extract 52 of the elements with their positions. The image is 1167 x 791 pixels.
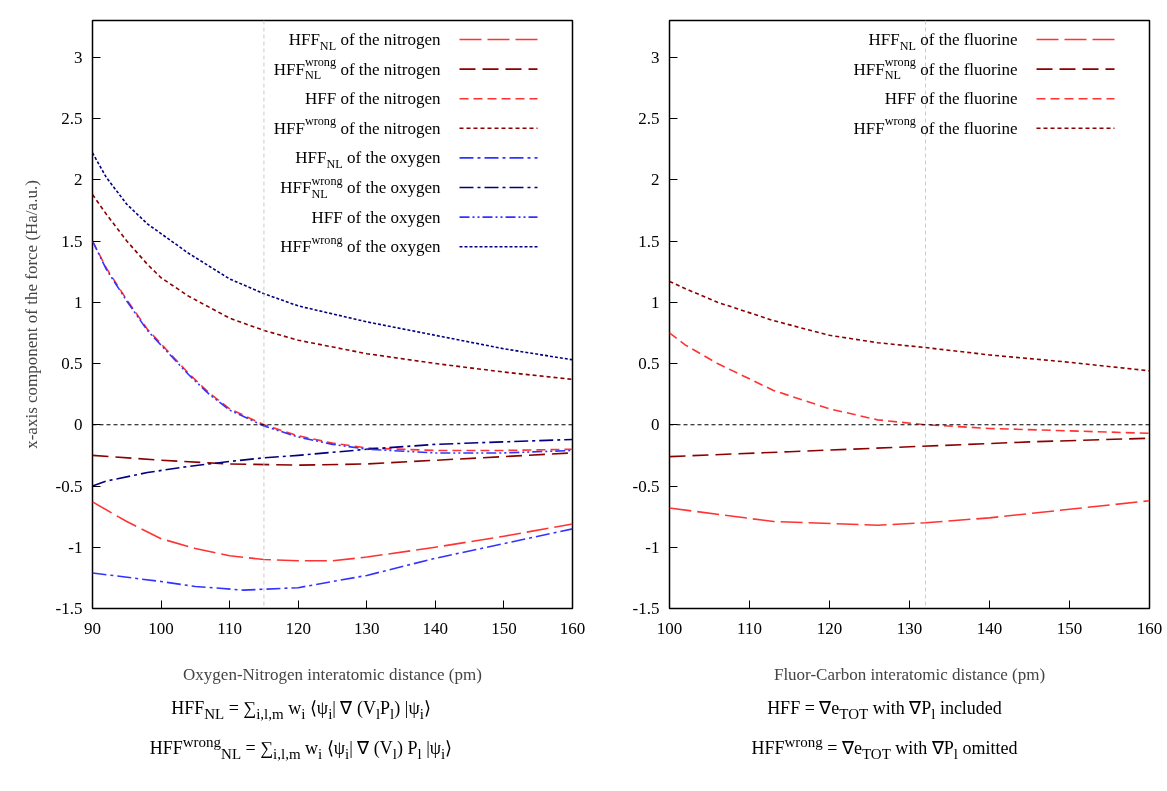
y-tick-label: -0.5 bbox=[632, 476, 660, 496]
x-tick-label: 120 bbox=[285, 618, 311, 638]
y-tick-label: 0.5 bbox=[638, 354, 660, 373]
text: HFF$^{wrong}$$_{NL}$ = ∑$_{i,l,m}$ w$_{i}$ ⟨ψ$_{i}$| ∇ (V$_{l}$) P$_{l}$ |ψ$_{i}$⟩ bbox=[149, 734, 453, 762]
x-tick-label: 100 bbox=[656, 618, 683, 638]
y-tick-label: -1 bbox=[645, 537, 660, 557]
legend-label: HFF of the oxygen bbox=[311, 207, 441, 227]
text: HFF$_{NL}$ = ∑$_{i,l,m}$ w$_{i}$ ⟨ψ$_{i}$| ∇ (V$_{l}$P$_{l}$) |ψ$_{i}$⟩ bbox=[171, 698, 431, 722]
text: HFF$^{wrong}$ = ∇e$_{TOT}$ with ∇P$_{l}$ omitted bbox=[751, 734, 1018, 762]
line-series bbox=[669, 332, 1150, 435]
line-series bbox=[669, 280, 1150, 372]
legend-label: HFF of the fluorine bbox=[884, 89, 1018, 109]
line-series bbox=[669, 499, 1150, 526]
line-series bbox=[92, 528, 573, 591]
x-tick-label: 130 bbox=[896, 618, 923, 638]
y-tick-label: -1.5 bbox=[55, 599, 83, 618]
y-tick-label: 1 bbox=[651, 292, 660, 312]
y-tick-label: -1 bbox=[68, 537, 83, 557]
y-tick-label: 0.5 bbox=[61, 354, 83, 373]
line-series bbox=[92, 438, 573, 487]
x-tick-label: 110 bbox=[737, 618, 762, 638]
x-tick-label: 110 bbox=[217, 618, 243, 638]
y-tick-label: 0 bbox=[74, 415, 83, 435]
y-tick-label: 1.5 bbox=[638, 231, 660, 251]
x-tick-label: 140 bbox=[422, 618, 449, 638]
y-tick-label: -1.5 bbox=[632, 599, 660, 618]
y-tick-label: 0 bbox=[651, 415, 660, 435]
x-axis-title: Fluor-Carbon interatomic distance (pm) bbox=[773, 664, 1046, 684]
x-tick-label: 90 bbox=[84, 618, 101, 638]
x-tick-label: 160 bbox=[1136, 618, 1163, 638]
y-tick-label: 3 bbox=[651, 47, 660, 67]
y-tick-label: -0.5 bbox=[55, 476, 83, 496]
y-tick-label: 2.5 bbox=[61, 109, 83, 128]
x-tick-label: 140 bbox=[976, 618, 1003, 638]
x-tick-label: 150 bbox=[491, 618, 517, 638]
x-tick-label: 100 bbox=[148, 618, 174, 638]
text: HFF = ∇e$_{TOT}$ with ∇P$_{l}$ included bbox=[767, 698, 1002, 722]
y-tick-label: 2.5 bbox=[638, 109, 660, 128]
y-tick-label: 2 bbox=[74, 170, 83, 190]
y-tick-label: 1 bbox=[74, 292, 83, 312]
legend-label: HFF of the nitrogen bbox=[304, 89, 441, 109]
line-series bbox=[92, 501, 573, 562]
line-series bbox=[92, 152, 573, 361]
x-tick-label: 150 bbox=[1056, 618, 1083, 638]
y-axis-title: x-axis component of the force (Ha/a.u.) bbox=[21, 180, 41, 449]
x-tick-label: 130 bbox=[354, 618, 380, 638]
x-tick-label: 120 bbox=[816, 618, 843, 638]
x-tick-label: 160 bbox=[559, 618, 586, 638]
x-axis-title: Oxygen-Nitrogen interatomic distance (pm) bbox=[183, 664, 482, 684]
y-tick-label: 1.5 bbox=[61, 231, 83, 251]
y-tick-label: 2 bbox=[651, 170, 660, 190]
y-tick-label: 3 bbox=[74, 47, 83, 67]
